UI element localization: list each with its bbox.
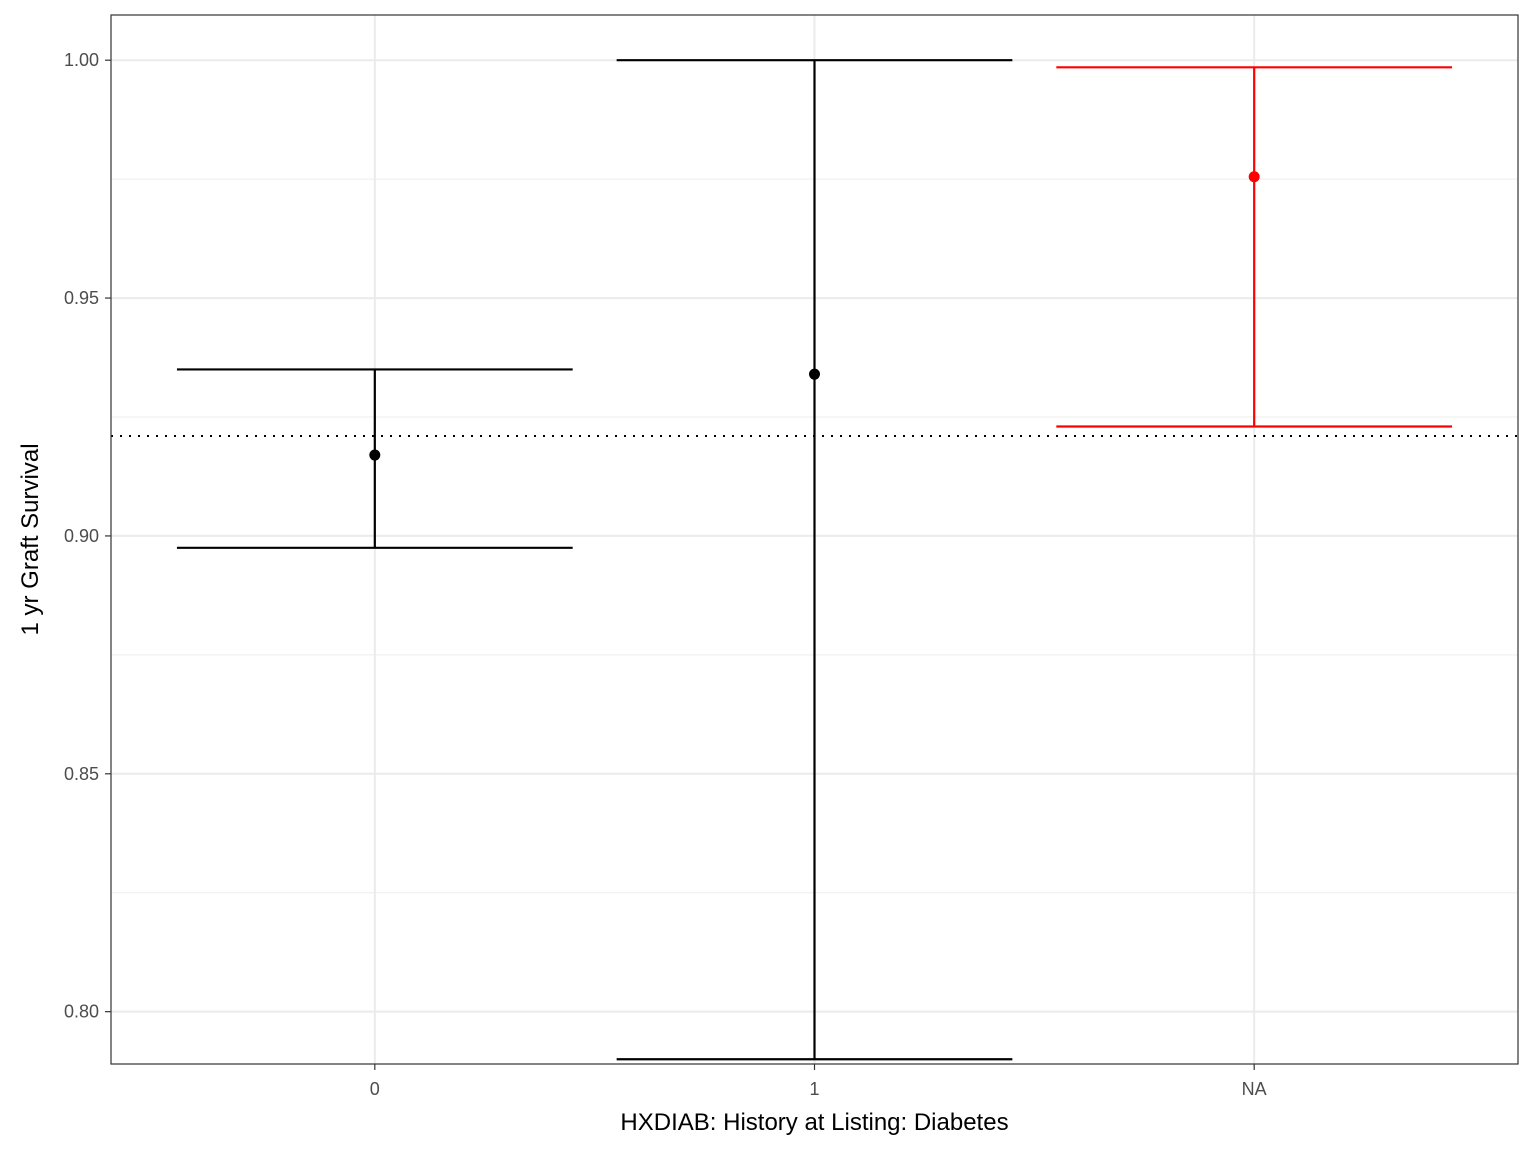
point-estimate <box>809 368 820 380</box>
errorbar-layer <box>176 59 1453 1061</box>
y-tick-label: 0.80 <box>64 1002 99 1022</box>
x-tick-label: 1 <box>809 1079 819 1099</box>
x-axis-title: HXDIAB: History at Listing: Diabetes <box>620 1109 1008 1136</box>
y-axis-title: 1 yr Graft Survival <box>17 443 44 635</box>
point-estimate <box>369 449 381 461</box>
point-estimate <box>1248 171 1260 183</box>
y-tick-label: 0.95 <box>64 288 99 308</box>
y-tick-label: 0.90 <box>64 526 99 546</box>
y-tick-label: 0.85 <box>64 764 99 784</box>
x-tick-label: NA <box>1242 1079 1267 1099</box>
y-tick-label: 1.00 <box>64 50 99 70</box>
x-tick-label: 0 <box>370 1079 380 1099</box>
axis-layer: 0.80 0.85 0.90 0.95 1.00 0 1 NA <box>64 50 1267 1099</box>
